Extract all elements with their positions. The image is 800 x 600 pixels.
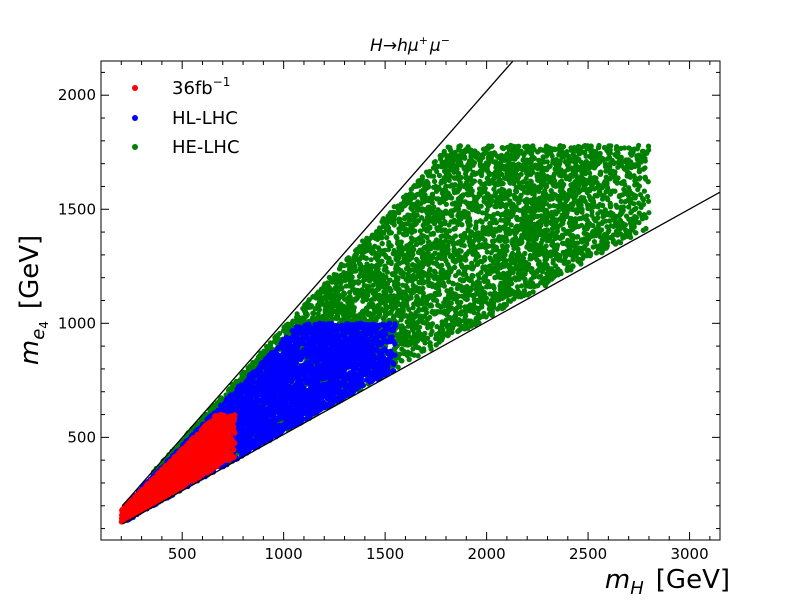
scatter-point [645, 193, 651, 200]
scatter-point [439, 319, 445, 325]
scatter-point [635, 187, 641, 193]
scatter-point [475, 230, 481, 236]
scatter-point [461, 243, 467, 249]
scatter-point [479, 210, 486, 216]
scatter-point [544, 159, 550, 165]
scatter-point [593, 250, 600, 256]
scatter-point [536, 157, 542, 163]
scatter-points [118, 142, 652, 525]
scatter-point [487, 255, 493, 261]
scatter-point [646, 210, 652, 216]
scatter-point [631, 201, 637, 207]
scatter-point [410, 282, 416, 289]
scatter-point [641, 188, 648, 194]
scatter-point [498, 217, 504, 223]
scatter-point [560, 226, 567, 232]
scatter-point [429, 303, 435, 309]
scatter-point [436, 172, 443, 179]
scatter-point [407, 212, 413, 218]
